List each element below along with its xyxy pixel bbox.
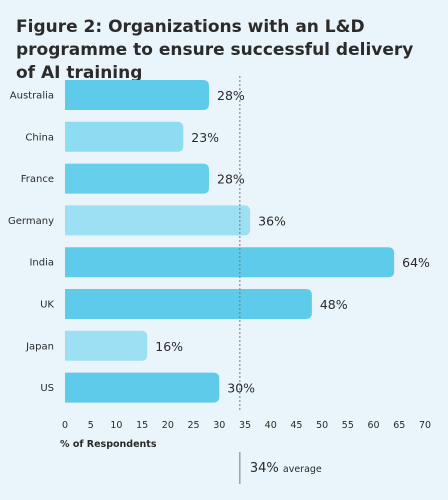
category-label-india: India	[29, 258, 54, 269]
category-label-uk: UK	[40, 300, 54, 311]
value-label-uk: 48%	[320, 297, 348, 312]
x-tick-40: 40	[265, 420, 277, 431]
x-tick-70: 70	[419, 420, 431, 431]
value-label-china: 23%	[191, 130, 219, 145]
category-label-japan: Japan	[25, 341, 54, 352]
x-tick-45: 45	[290, 420, 302, 431]
bar-us	[65, 372, 220, 403]
x-tick-30: 30	[213, 420, 225, 431]
value-label-india: 64%	[402, 255, 430, 270]
bar-france	[65, 163, 209, 194]
average-suffix: average	[283, 464, 322, 475]
category-label-france: France	[21, 174, 54, 185]
bar-india	[65, 247, 395, 278]
x-tick-25: 25	[188, 420, 200, 431]
average-value: 34%	[250, 461, 283, 476]
average-label: 34% average	[250, 461, 322, 476]
x-tick-60: 60	[368, 420, 380, 431]
x-tick-5: 5	[88, 420, 94, 431]
value-label-france: 28%	[217, 172, 245, 187]
category-label-australia: Australia	[10, 91, 54, 102]
bars-group: Australia 28% China 23% France 28% Germany 36% I…	[8, 80, 430, 403]
category-label-germany: Germany	[8, 216, 54, 227]
bar-japan	[65, 330, 148, 361]
chart-title: Figure 2: Organizations with an L&D prog…	[16, 17, 414, 83]
x-tick-35: 35	[239, 420, 251, 431]
x-tick-55: 55	[342, 420, 354, 431]
bar-china	[65, 121, 184, 152]
x-tick-10: 10	[110, 420, 122, 431]
bar-australia	[65, 80, 209, 110]
category-label-china: China	[25, 132, 54, 143]
x-tick-50: 50	[316, 420, 328, 431]
x-axis-label: % of Respondents	[60, 439, 157, 450]
bar-uk	[65, 289, 312, 319]
x-tick-15: 15	[136, 420, 148, 431]
x-axis: 0 5 10 15 20 25 30 35 40 45 50 55 60 65 70 % of Respond…	[60, 420, 431, 450]
value-label-us: 30%	[227, 381, 255, 396]
category-label-us: US	[40, 383, 54, 394]
bar-germany	[65, 205, 251, 236]
x-tick-65: 65	[393, 420, 405, 431]
value-label-japan: 16%	[155, 339, 183, 354]
value-label-australia: 28%	[217, 88, 245, 103]
x-tick-20: 20	[162, 420, 174, 431]
average-group: 34% average	[239, 76, 322, 484]
value-label-germany: 36%	[258, 213, 286, 228]
x-tick-0: 0	[62, 420, 68, 431]
